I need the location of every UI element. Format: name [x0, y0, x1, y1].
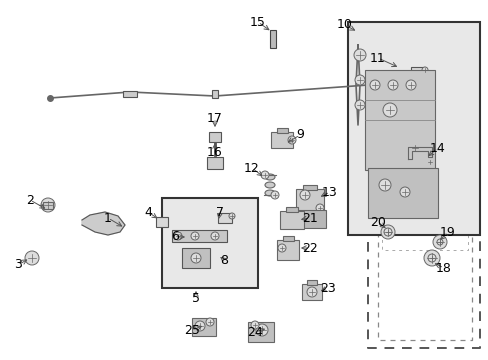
Bar	[218, 213, 231, 223]
Bar	[269, 30, 275, 48]
Circle shape	[369, 80, 379, 90]
Circle shape	[423, 250, 439, 266]
Circle shape	[409, 143, 419, 153]
Text: 19: 19	[439, 225, 455, 238]
Bar	[212, 90, 218, 98]
Circle shape	[205, 318, 214, 326]
Bar	[410, 67, 424, 77]
Text: 18: 18	[435, 261, 451, 274]
Text: 2: 2	[26, 194, 34, 207]
Text: 12: 12	[244, 162, 259, 175]
Circle shape	[399, 187, 409, 197]
Bar	[280, 211, 304, 229]
Bar	[162, 198, 258, 288]
Bar	[364, 70, 434, 170]
Circle shape	[306, 287, 316, 297]
Circle shape	[380, 225, 394, 239]
Text: 5: 5	[192, 292, 200, 305]
Bar	[43, 202, 53, 209]
Bar	[347, 22, 479, 235]
Text: 11: 11	[369, 51, 385, 64]
Circle shape	[383, 228, 391, 236]
Ellipse shape	[264, 174, 274, 180]
Circle shape	[287, 136, 295, 144]
Polygon shape	[82, 212, 125, 235]
Circle shape	[353, 49, 365, 61]
Text: 9: 9	[295, 129, 304, 141]
Bar	[306, 280, 316, 285]
Bar	[270, 132, 292, 148]
Circle shape	[315, 204, 324, 212]
Circle shape	[378, 179, 390, 191]
Text: 22: 22	[302, 242, 317, 255]
Bar	[206, 157, 223, 169]
Circle shape	[256, 324, 267, 336]
Bar	[156, 217, 168, 227]
Bar	[295, 189, 324, 211]
Polygon shape	[407, 147, 431, 159]
Circle shape	[210, 232, 219, 240]
Text: 15: 15	[249, 15, 265, 28]
Bar	[192, 318, 216, 336]
Text: 7: 7	[216, 206, 224, 219]
Text: 1: 1	[104, 211, 112, 225]
Circle shape	[228, 213, 235, 219]
Text: 24: 24	[246, 325, 263, 338]
Text: 4: 4	[144, 206, 152, 219]
Bar	[123, 91, 137, 97]
Text: 25: 25	[183, 324, 200, 337]
Bar	[276, 128, 287, 133]
Bar	[208, 132, 221, 142]
Text: 17: 17	[206, 112, 223, 125]
Text: 8: 8	[220, 253, 227, 266]
Text: 21: 21	[302, 211, 317, 225]
Ellipse shape	[264, 182, 274, 188]
Circle shape	[174, 232, 182, 240]
Circle shape	[191, 253, 201, 263]
Bar	[285, 207, 297, 212]
Bar	[295, 210, 325, 228]
Circle shape	[195, 321, 204, 331]
Circle shape	[250, 321, 259, 329]
Text: 13: 13	[322, 185, 337, 198]
Circle shape	[191, 232, 199, 240]
Circle shape	[436, 239, 442, 245]
Bar	[302, 284, 321, 300]
Text: 14: 14	[429, 141, 445, 154]
Circle shape	[432, 235, 446, 249]
Bar	[367, 168, 437, 218]
Bar	[303, 185, 316, 190]
Circle shape	[41, 198, 55, 212]
Circle shape	[405, 80, 415, 90]
Circle shape	[261, 171, 268, 179]
Circle shape	[382, 103, 396, 117]
Bar	[172, 230, 226, 242]
Text: 23: 23	[320, 282, 335, 294]
Ellipse shape	[264, 190, 274, 196]
Circle shape	[354, 75, 364, 85]
Circle shape	[427, 254, 435, 262]
Bar	[182, 248, 209, 268]
Circle shape	[25, 251, 39, 265]
Bar	[282, 236, 293, 241]
Text: 3: 3	[14, 258, 22, 271]
Text: 6: 6	[171, 230, 179, 243]
Circle shape	[270, 191, 279, 199]
Circle shape	[421, 67, 427, 73]
Circle shape	[354, 100, 364, 110]
Bar	[276, 240, 298, 260]
Circle shape	[299, 190, 309, 200]
Text: 10: 10	[336, 18, 352, 31]
Bar	[247, 322, 273, 342]
Circle shape	[278, 244, 285, 252]
Text: 16: 16	[207, 145, 223, 158]
Circle shape	[387, 80, 397, 90]
Circle shape	[425, 158, 433, 166]
Text: 20: 20	[369, 216, 385, 229]
